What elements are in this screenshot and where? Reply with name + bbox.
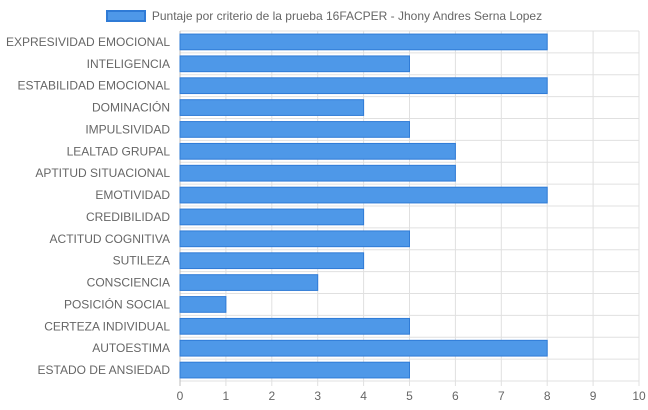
bar[interactable] xyxy=(179,230,410,248)
legend-swatch xyxy=(105,10,146,22)
x-tick-label: 7 xyxy=(498,389,505,403)
bar[interactable] xyxy=(179,317,410,335)
category-label: EXPRESIVIDAD EMOCIONAL xyxy=(6,35,170,49)
category-label: ESTADO DE ANSIEDAD xyxy=(38,363,171,377)
category-label: POSICIÓN SOCIAL xyxy=(64,296,170,311)
legend-label: Puntaje por criterio de la prueba 16FACP… xyxy=(151,9,543,23)
x-tick-label: 3 xyxy=(314,389,321,403)
category-label: IMPULSIVIDAD xyxy=(85,122,170,136)
category-label: SUTILEZA xyxy=(113,254,170,268)
x-tick-label: 0 xyxy=(177,389,184,403)
category-label: ACTITUD COGNITIVA xyxy=(50,232,170,246)
x-tick-label: 2 xyxy=(268,389,275,403)
bar[interactable] xyxy=(179,121,410,138)
category-label: CREDIBILIDAD xyxy=(86,210,170,224)
bar[interactable] xyxy=(179,274,319,291)
bar[interactable] xyxy=(179,55,410,73)
bar[interactable] xyxy=(179,164,456,182)
category-label: APTITUD SITUACIONAL xyxy=(35,166,170,180)
bar[interactable] xyxy=(179,252,365,270)
x-tick-label: 1 xyxy=(223,389,230,403)
x-tick-label: 8 xyxy=(544,389,551,403)
bar[interactable] xyxy=(179,361,410,379)
bar[interactable] xyxy=(179,99,365,116)
bar[interactable] xyxy=(179,208,365,226)
bar[interactable] xyxy=(179,142,456,160)
x-tick-label: 10 xyxy=(632,389,646,403)
bar[interactable] xyxy=(179,339,548,357)
category-label: CERTEZA INDIVIDUAL xyxy=(44,319,170,333)
bar[interactable] xyxy=(179,296,227,313)
category-label: CONSCIENCIA xyxy=(87,276,170,290)
x-tick-label: 9 xyxy=(590,389,597,403)
category-label: INTELIGENCIA xyxy=(87,57,170,71)
x-tick-label: 6 xyxy=(452,389,459,403)
bar[interactable] xyxy=(179,33,548,51)
bar[interactable] xyxy=(179,77,548,95)
chart-legend[interactable]: Puntaje por criterio de la prueba 16FACP… xyxy=(0,6,648,26)
bar[interactable] xyxy=(179,186,548,204)
x-tick-label: 5 xyxy=(406,389,413,403)
x-tick-label: 4 xyxy=(360,389,367,403)
category-label: AUTOESTIMA xyxy=(92,341,170,355)
category-label: DOMINACIÓN xyxy=(92,100,170,115)
category-label: LEALTAD GRUPAL xyxy=(67,144,171,158)
category-label: ESTABILIDAD EMOCIONAL xyxy=(18,79,171,93)
category-label: EMOTIVIDAD xyxy=(95,188,170,202)
